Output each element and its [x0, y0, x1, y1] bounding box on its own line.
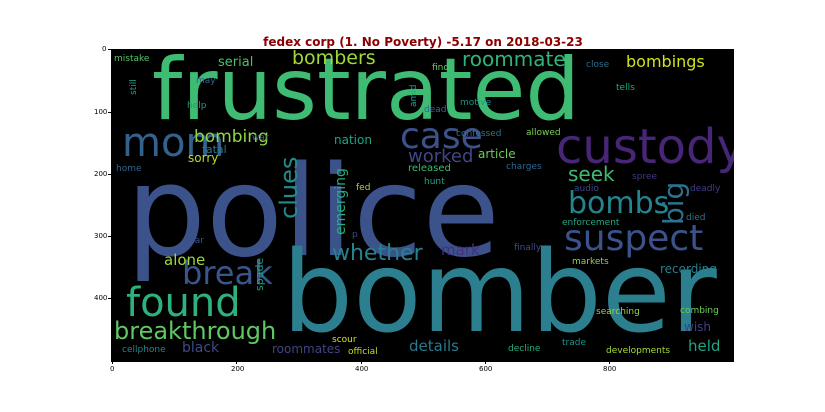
word-confessed: confessed	[456, 129, 502, 139]
word-roommates: roommates	[272, 342, 341, 356]
word-hunt: hunt	[424, 177, 445, 187]
word-allowed: allowed	[526, 128, 561, 138]
word-spade: spade	[253, 257, 266, 291]
word-released: released	[408, 163, 451, 174]
word-nation: nation	[334, 133, 372, 147]
word-combing: combing	[680, 306, 719, 316]
word-black: black	[182, 340, 220, 356]
word-fed: fed	[356, 183, 371, 193]
word-police: police	[126, 138, 500, 285]
word-decline: decline	[508, 344, 541, 354]
word-roommate: roommate	[462, 49, 566, 71]
x-tick-label-0: 0	[110, 365, 115, 373]
word-finally: finally	[514, 243, 542, 253]
word-mark: mark	[441, 241, 480, 259]
word-bombers: bombers	[292, 49, 376, 69]
word-developments: developments	[606, 346, 671, 356]
word-p: p	[352, 230, 358, 240]
word-bomber: bomber	[282, 228, 717, 358]
y-tick-label-100: 100	[94, 108, 108, 116]
y-tick-100	[108, 112, 111, 113]
word-scour: scour	[332, 335, 357, 345]
figure-title: fedex corp (1. No Poverty) -5.17 on 2018…	[263, 35, 583, 49]
y-axis-line	[111, 49, 112, 362]
y-tick-400	[108, 298, 111, 299]
word-sorry: sorry	[188, 151, 219, 165]
word-close: close	[586, 60, 610, 70]
y-tick-label-300: 300	[94, 232, 108, 240]
word-alone: alone	[164, 251, 206, 269]
word-tells: tells	[616, 83, 635, 93]
x-tick-800	[609, 361, 610, 364]
word-details: details	[409, 337, 459, 355]
x-tick-200	[236, 361, 237, 364]
word-enforcement: enforcement	[562, 218, 620, 228]
x-tick-label-200: 200	[231, 365, 245, 373]
word-deadly: deadly	[690, 184, 721, 194]
word-emerging: emerging	[333, 168, 349, 235]
word-help: help	[187, 101, 207, 111]
word-big: big	[657, 181, 690, 225]
word-breakthrough: breakthrough	[114, 317, 277, 345]
y-tick-300	[108, 236, 111, 237]
word-cellphone: cellphone	[122, 345, 166, 355]
y-tick-label-0: 0	[102, 45, 107, 53]
x-tick-label-800: 800	[603, 365, 617, 373]
word-amid: amid	[409, 84, 419, 108]
word-markets: markets	[572, 257, 609, 267]
word-spree: spree	[632, 172, 657, 182]
word-bombings: bombings	[626, 52, 705, 71]
word-break: break	[182, 254, 273, 292]
x-tick-600	[485, 361, 486, 364]
word-found: found	[126, 280, 241, 326]
x-tick-label-400: 400	[355, 365, 369, 373]
word-mom: mom	[122, 120, 225, 166]
word-clues: clues	[275, 156, 303, 219]
word-article: article	[478, 147, 516, 161]
word-war: war	[252, 133, 269, 143]
x-tick-400	[361, 361, 362, 364]
y-tick-0	[108, 49, 111, 50]
x-tick-label-600: 600	[479, 365, 493, 373]
word-find: find	[432, 63, 450, 73]
word-may: may	[196, 76, 216, 86]
word-home: home	[116, 164, 142, 174]
word-bombs: bombs	[568, 186, 670, 221]
word-dead: dead	[424, 105, 447, 115]
word-searching: searching	[596, 307, 640, 317]
word-still: still	[129, 79, 139, 95]
word-fatal: fatal	[202, 143, 227, 156]
word-serial: serial	[218, 55, 254, 70]
word-frustrated: frustrated	[152, 49, 580, 140]
word-audio: audio	[574, 184, 599, 194]
y-tick-label-400: 400	[94, 294, 108, 302]
word-cloud: police bomber frustrated custody mom cas…	[112, 49, 734, 361]
word-held: held	[688, 337, 721, 355]
word-died: died	[686, 213, 706, 223]
word-charges: charges	[506, 162, 542, 172]
y-tick-label-200: 200	[94, 170, 108, 178]
word-worked: worked	[408, 146, 474, 167]
word-custody: custody	[556, 119, 734, 175]
word-bombing: bombing	[194, 127, 269, 147]
word-suspect: suspect	[564, 218, 704, 259]
word-wish: wish	[684, 320, 712, 334]
word-trade: trade	[562, 338, 586, 348]
word-motive: motive	[460, 98, 492, 108]
x-tick-0	[112, 361, 113, 364]
word-case: case	[400, 116, 483, 157]
word-whether: whether	[332, 241, 423, 266]
word-official: official	[348, 347, 378, 357]
word-seek: seek	[568, 162, 615, 186]
word-fear: fear	[186, 236, 204, 246]
word-mistake: mistake	[114, 54, 150, 64]
y-tick-200	[108, 174, 111, 175]
word-recording: recording	[660, 262, 717, 276]
x-axis-line	[112, 361, 734, 362]
